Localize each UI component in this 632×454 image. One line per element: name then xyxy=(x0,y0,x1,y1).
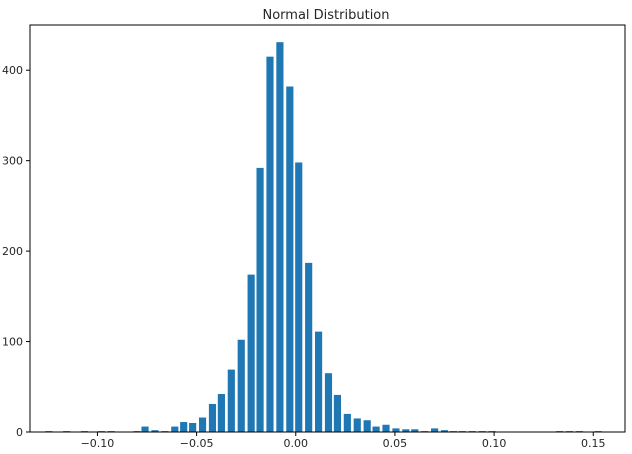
histogram-bar xyxy=(343,413,351,432)
histogram-bar xyxy=(151,430,159,432)
x-tick-label: 0.15 xyxy=(581,437,606,450)
histogram-bar xyxy=(266,56,274,432)
histogram-bar xyxy=(217,394,225,432)
histogram-bar xyxy=(247,274,255,432)
histogram-bar xyxy=(276,42,284,433)
histogram-bar xyxy=(227,369,235,432)
x-axis: −0.10 −0.05 0.00 0.05 0.10 0.15 xyxy=(81,432,606,450)
y-tick-label: 200 xyxy=(2,245,23,258)
histogram-bar xyxy=(180,422,188,432)
histogram-bar xyxy=(286,86,294,432)
histogram-bar xyxy=(141,426,149,432)
y-tick-label: 0 xyxy=(16,426,23,439)
chart-title: Normal Distribution xyxy=(262,8,389,23)
y-tick-label: 400 xyxy=(2,64,23,77)
histogram-bar xyxy=(315,331,323,432)
histogram-bar xyxy=(256,167,264,432)
histogram-bar xyxy=(353,418,361,432)
histogram-bar xyxy=(440,430,449,432)
x-tick-label: −0.10 xyxy=(81,437,115,450)
histogram-bar xyxy=(208,403,217,432)
histogram-bar xyxy=(333,394,341,432)
histogram-bar xyxy=(363,420,371,432)
y-tick-label: 300 xyxy=(2,155,23,168)
histogram-bar xyxy=(431,428,439,432)
x-tick-label: 0.05 xyxy=(383,437,408,450)
x-tick-label: 0.00 xyxy=(284,437,309,450)
histogram-bar xyxy=(198,417,207,432)
histogram-bar xyxy=(411,429,419,432)
histogram-bar xyxy=(324,373,333,432)
histogram-bar xyxy=(402,429,410,432)
histogram-bar xyxy=(305,262,313,432)
x-tick-label: 0.10 xyxy=(482,437,507,450)
plot-frame xyxy=(29,24,626,433)
x-tick-label: −0.05 xyxy=(180,437,214,450)
y-tick-label: 100 xyxy=(2,336,23,349)
histogram-bar xyxy=(372,426,380,432)
histogram-bar xyxy=(189,422,197,432)
histogram-bar xyxy=(382,424,390,432)
bars-layer xyxy=(45,42,602,433)
histogram-bar xyxy=(295,162,303,433)
histogram-bar xyxy=(392,428,400,432)
histogram-bar xyxy=(237,339,245,432)
histogram-bar xyxy=(171,426,179,432)
y-axis: 0 100 200 300 400 xyxy=(2,64,30,439)
